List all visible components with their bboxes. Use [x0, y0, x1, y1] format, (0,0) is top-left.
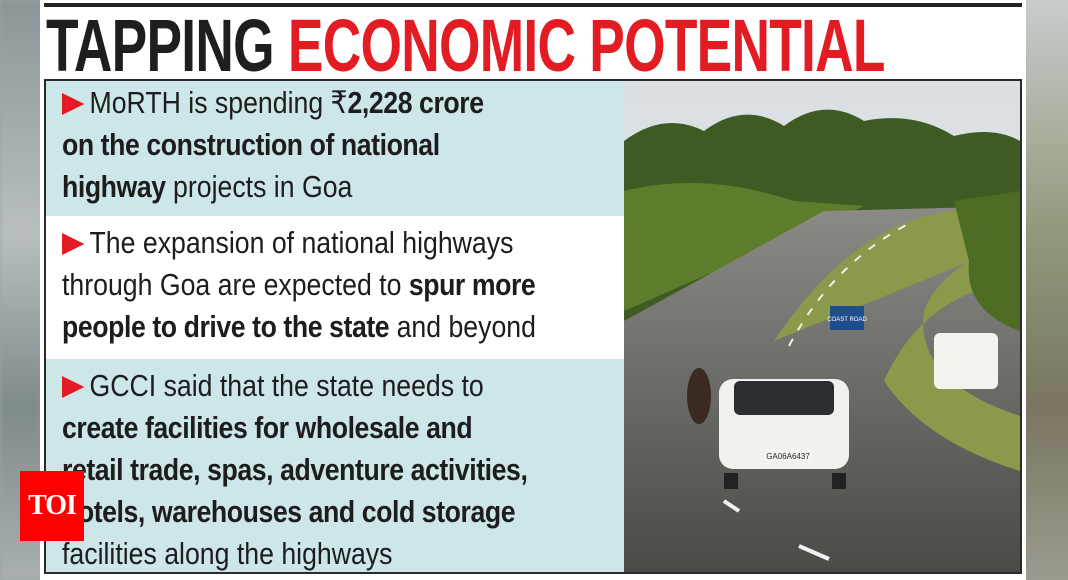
- text: The expansion of national highways: [89, 225, 514, 260]
- bullet-line: create facilities for wholesale and: [62, 407, 545, 449]
- highway-photo: GA06A6437 COAST ROAD: [624, 81, 1020, 572]
- bullet-line: MoRTH is spending ₹2,228 crore: [62, 82, 545, 124]
- top-rule: [44, 3, 1022, 7]
- bold-text: create facilities for wholesale and: [62, 410, 473, 445]
- text: through Goa are expected to: [62, 267, 409, 302]
- bold-text: hotels, warehouses and cold storage: [62, 494, 516, 529]
- content-frame: MoRTH is spending ₹2,228 crore on the con…: [44, 79, 1022, 574]
- headline-part-2: ECONOMIC POTENTIAL: [287, 4, 886, 87]
- white-van: [934, 333, 998, 389]
- bullet-panel-3: GCCI said that the state needs to create …: [46, 359, 624, 572]
- text: and beyond: [389, 309, 536, 344]
- bullet-line: GCCI said that the state needs to: [62, 365, 545, 407]
- bullet-line: through Goa are expected to spur more: [62, 264, 545, 306]
- motorcyclist: [687, 368, 711, 424]
- bold-text: 2,228 crore: [347, 85, 485, 120]
- headline: TAPPING ECONOMIC POTENTIAL: [46, 4, 885, 88]
- infographic: TAPPING ECONOMIC POTENTIAL MoRTH is spen…: [40, 0, 1026, 580]
- bullet-line: facilities along the highways: [62, 533, 545, 575]
- bold-text: people to drive to the state: [62, 309, 390, 344]
- bullet-line: people to drive to the state and beyond: [62, 306, 545, 348]
- red-arrow-icon: [62, 376, 85, 398]
- toi-logo: TOI: [20, 471, 84, 541]
- white-car: GA06A6437: [719, 379, 849, 489]
- road-sign: [830, 306, 864, 330]
- text: projects in Goa: [165, 169, 353, 204]
- blurred-background-right: [1022, 0, 1068, 580]
- text: facilities along the highways: [62, 536, 393, 571]
- bold-text: spur more: [408, 267, 536, 302]
- bold-text: on the construction of national: [62, 127, 440, 162]
- bullet-line: hotels, warehouses and cold storage: [62, 491, 545, 533]
- bullet-panel-2: The expansion of national highways throug…: [46, 218, 624, 357]
- bullet-line: highway projects in Goa: [62, 166, 545, 208]
- bold-text: highway: [62, 169, 166, 204]
- text: GCCI said that the state needs to: [89, 368, 484, 403]
- text: MoRTH is spending ₹: [89, 85, 348, 120]
- plate-text: GA06A6437: [766, 452, 810, 461]
- bullet-line: on the construction of national: [62, 124, 545, 166]
- red-arrow-icon: [62, 233, 85, 255]
- bold-text: retail trade, spas, adventure activities…: [62, 452, 528, 487]
- red-arrow-icon: [62, 93, 85, 115]
- road-sign-text: COAST ROAD: [827, 317, 867, 323]
- bullet-panel-1: MoRTH is spending ₹2,228 crore on the con…: [46, 81, 624, 216]
- headline-part-1: TAPPING: [46, 4, 275, 87]
- bullet-line: retail trade, spas, adventure activities…: [62, 449, 545, 491]
- bullet-line: The expansion of national highways: [62, 222, 545, 264]
